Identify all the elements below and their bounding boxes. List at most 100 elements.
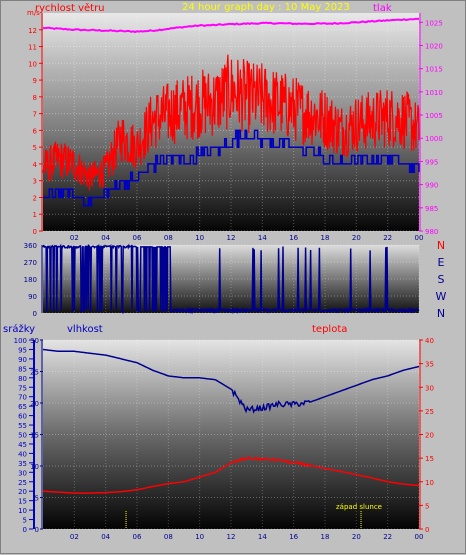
label-wind-unit: m/s [27,9,40,17]
annotation-sunset: západ slunce [336,503,382,511]
tick-label-pressure: 1010 [425,89,443,97]
tick-label-humidity: 25 [30,369,39,377]
tick-label-wind: 9 [33,77,37,85]
tick-label-humidity: 15 [30,432,39,440]
tick-label-hour: 22 [383,234,392,242]
panel-wind-direction-bg [43,245,419,313]
tick-label-pressure: 980 [425,228,438,236]
tick-label-precip: 45 [18,441,27,449]
tick-label-temperature: 40 [425,337,434,345]
tick-label-humidity: 20 [30,400,39,408]
tick-label-hour: 04 [101,533,110,541]
panel-humidity-temperature-series [42,348,420,529]
tick-label-precip: 80 [18,375,27,383]
tick-label-hour: 12 [227,533,236,541]
tick-label-hour: 16 [289,234,298,242]
tick-label-precip: 0 [23,526,27,534]
tick-label-hour: 06 [133,533,142,541]
tick-label-temperature: 5 [425,502,429,510]
tick-label-humidity: 10 [30,463,39,471]
tick-label-direction: 270 [24,259,37,267]
tick-label-wind: 12 [28,27,37,35]
tick-label-precip: 15 [18,498,27,506]
tick-label-temperature: 35 [425,361,434,369]
tick-label-hour: 20 [352,234,361,242]
tick-label-precip: 5 [23,517,27,525]
tick-label-hour: 04 [101,234,110,242]
tick-label-temperature: 25 [425,408,434,416]
tick-label-wind: 5 [33,144,37,152]
tick-label-wind: 7 [33,111,37,119]
tick-label-hour: 08 [164,234,173,242]
tick-label-precip: 20 [18,488,27,496]
tick-label-humidity: 0 [35,526,39,534]
tick-label-hour: 12 [227,234,236,242]
series-temperature [42,455,420,494]
tick-label-precip: 65 [18,403,27,411]
tick-label-temperature: 10 [425,479,434,487]
tick-label-pressure: 995 [425,158,438,166]
label-temperature: teplota [312,324,347,335]
panel-humidity-temperature-axes: 0510152025303540455055606570758085909510… [14,337,434,541]
tick-label-precip: 85 [18,365,27,373]
tick-label-wind: 2 [33,194,37,202]
tick-label-wind: 1 [33,211,37,219]
label-pressure: tlak [373,3,392,14]
tick-label-pressure: 1025 [425,19,443,27]
tick-label-pressure: 1000 [425,135,443,143]
title: 24 hour graph day : 10 May 2023 [182,2,350,13]
tick-label-wind: 8 [33,94,37,102]
compass-label: N [437,239,445,252]
panel-wind-pressure-axes: 0123456789101112980985990995100010051010… [28,13,443,242]
tick-label-temperature: 15 [425,455,434,463]
tick-label-wind: 6 [33,127,38,135]
tick-label-wind: 11 [28,44,37,52]
tick-label-pressure: 1005 [425,112,443,120]
tick-label-temperature: 0 [425,526,429,534]
tick-label-direction: 180 [24,276,37,284]
tick-label-wind: 4 [33,161,38,169]
panel-wind-pressure-series [42,17,420,207]
series-pressure [42,17,419,34]
tick-label-hour: 00 [415,234,424,242]
tick-label-precip: 60 [18,413,27,421]
tick-label-wind: 10 [28,60,37,68]
tick-label-hour: 18 [321,533,330,541]
tick-label-hour: 16 [289,533,298,541]
tick-label-temperature: 30 [425,384,434,392]
tick-label-precip: 35 [18,460,27,468]
tick-label-pressure: 1020 [425,42,443,50]
tick-label-hour: 18 [321,234,330,242]
tick-label-pressure: 1015 [425,66,443,74]
compass-label: N [437,307,445,320]
tick-label-hour: 22 [383,533,392,541]
tick-label-humidity: 5 [35,495,39,503]
series-humidity [42,348,420,414]
tick-label-hour: 00 [415,533,424,541]
label-precipitation: srážky [3,323,35,335]
tick-label-hour: 08 [164,533,173,541]
compass-label: E [438,256,445,269]
tick-label-precip: 100 [14,337,27,345]
tick-label-hour: 10 [195,234,204,242]
tick-label-precip: 70 [18,394,27,402]
tick-label-wind: 0 [33,228,37,236]
series-wind-direction [42,243,420,315]
tick-label-wind: 3 [33,178,37,186]
tick-label-precip: 40 [18,450,27,458]
tick-label-precip: 10 [18,507,27,515]
tick-label-precip: 75 [18,384,27,392]
tick-label-precip: 55 [18,422,27,430]
compass-label: W [436,290,447,303]
tick-label-precip: 95 [18,346,27,354]
tick-label-direction: 0 [33,310,37,318]
tick-label-hour: 06 [133,234,142,242]
series-wind-average [43,129,420,207]
tick-label-direction: 90 [28,293,37,301]
tick-label-precip: 30 [18,469,27,477]
tick-label-direction: 360 [24,242,37,250]
compass-label: S [438,273,445,286]
tick-label-temperature: 20 [425,432,434,440]
